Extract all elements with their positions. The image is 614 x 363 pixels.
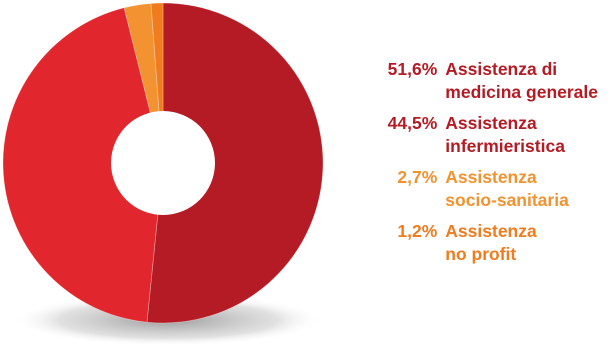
- legend-value: 1,2%: [397, 221, 438, 241]
- donut-slice-1: [2, 7, 164, 323]
- legend-label: Assistenza infermieristica: [445, 113, 565, 156]
- donut-chart: [2, 2, 324, 346]
- legend-item-no-profit: 1,2% Assistenza no profit: [348, 220, 610, 266]
- legend-value: 44,5%: [387, 113, 438, 133]
- donut-slice-0: [146, 2, 324, 324]
- legend-value: 51,6%: [387, 59, 438, 79]
- legend-item-medicina-generale: 51,6% Assistenza di medicina generale: [348, 58, 610, 104]
- donut-hole: [111, 111, 215, 215]
- legend-label: Assistenza no profit: [445, 221, 537, 264]
- chart-legend: 51,6% Assistenza di medicina generale 44…: [348, 58, 610, 274]
- legend-value: 2,7%: [397, 167, 438, 187]
- legend-item-infermieristica: 44,5% Assistenza infermieristica: [348, 112, 610, 158]
- legend-item-socio-sanitaria: 2,7% Assistenza socio-sanitaria: [348, 166, 610, 212]
- legend-label: Assistenza di medicina generale: [445, 59, 599, 102]
- legend-label: Assistenza socio-sanitaria: [445, 167, 569, 210]
- donut-slices: [2, 2, 324, 324]
